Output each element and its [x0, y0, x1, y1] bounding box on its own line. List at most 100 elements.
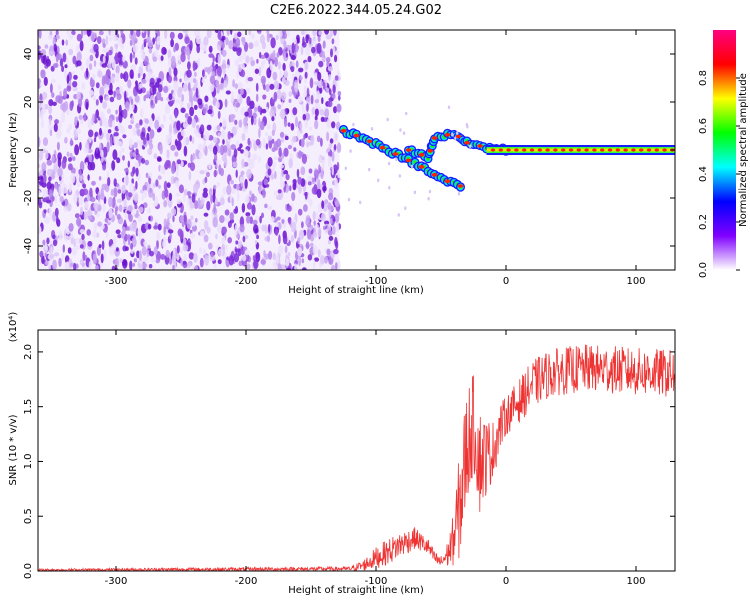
noise-speckle — [282, 234, 288, 245]
noise-speckle — [312, 259, 316, 270]
noise-speckle — [96, 245, 101, 256]
noise-speckle — [280, 101, 284, 107]
noise-speckle — [234, 59, 240, 67]
noise-speckle — [75, 237, 81, 245]
noise-speckle — [156, 231, 161, 241]
steady-tone-peak — [529, 148, 535, 152]
noise-speckle — [178, 184, 184, 194]
noise-speckle — [251, 204, 256, 216]
noise-speckle — [210, 252, 214, 258]
noise-speckle — [298, 150, 302, 159]
noise-speckle — [103, 249, 107, 261]
noise-speckle — [222, 139, 225, 145]
colorbar-tick-label: 0.8 — [698, 70, 709, 86]
noise-speckle — [224, 98, 228, 108]
noise-speckle — [79, 40, 84, 52]
noise-speckle — [122, 60, 128, 69]
noise-speckle — [88, 154, 92, 163]
noise-speckle — [222, 59, 226, 70]
noise-speckle — [164, 103, 171, 115]
noise-speckle — [274, 56, 278, 67]
noise-speckle — [322, 185, 327, 192]
noise-speckle — [101, 63, 108, 68]
noise-speckle — [217, 66, 222, 77]
noise-speckle — [269, 109, 275, 118]
noise-speckle — [317, 79, 323, 89]
noise-speckle — [253, 116, 257, 126]
noise-speckle — [324, 30, 330, 35]
noise-speckle — [147, 223, 152, 230]
noise-speckle — [278, 244, 284, 255]
noise-speckle — [52, 101, 57, 107]
noise-speckle — [266, 106, 269, 113]
noise-speckle — [272, 50, 276, 61]
noise-speckle — [55, 53, 59, 63]
colorbar-tick-label: 0.2 — [698, 214, 709, 230]
noise-speckle — [114, 72, 120, 83]
noise-speckle — [204, 176, 208, 183]
noise-speckle — [193, 252, 198, 263]
noise-speckle — [66, 203, 72, 212]
signal-peak — [427, 149, 434, 153]
faint-speckle — [454, 136, 457, 141]
noise-speckle — [93, 137, 97, 143]
noise-speckle — [101, 38, 106, 45]
x-tick-label: -300 — [105, 276, 128, 287]
noise-speckle — [38, 136, 41, 148]
noise-speckle — [114, 52, 119, 62]
colorbar-bar — [713, 30, 736, 270]
noise-speckle — [337, 260, 341, 270]
noise-speckle — [155, 81, 160, 88]
noise-speckle — [113, 90, 116, 98]
noise-speckle — [209, 188, 213, 196]
noise-speckle — [328, 97, 334, 102]
noise-speckle — [60, 112, 66, 123]
noise-speckle — [199, 170, 205, 175]
noise-speckle — [41, 182, 47, 188]
noise-speckle — [219, 197, 225, 206]
noise-speckle — [79, 169, 82, 178]
noise-speckle — [244, 249, 250, 256]
noise-speckle — [237, 191, 240, 202]
steady-tone-peak — [600, 148, 605, 152]
noise-speckle — [76, 217, 82, 227]
noise-speckle — [73, 262, 77, 270]
faint-speckle — [395, 157, 398, 162]
noise-speckle — [175, 98, 181, 104]
noise-speckle — [136, 209, 139, 216]
noise-speckle — [191, 136, 195, 144]
noise-speckle — [326, 248, 331, 256]
x-tick-label: -200 — [235, 576, 258, 587]
noise-speckle — [143, 136, 147, 145]
noise-speckle — [280, 108, 286, 120]
noise-speckle — [120, 72, 123, 80]
noise-speckle — [137, 73, 141, 79]
signal-peak — [418, 153, 425, 157]
noise-speckle — [191, 193, 196, 203]
noise-speckle — [246, 168, 252, 179]
noise-speckle — [292, 107, 298, 116]
noise-speckle — [115, 109, 118, 115]
noise-speckle — [167, 75, 173, 84]
noise-speckle — [193, 128, 199, 136]
noise-speckle — [141, 78, 147, 85]
noise-speckle — [305, 112, 311, 121]
noise-speckle — [104, 217, 109, 223]
noise-speckle — [252, 153, 258, 161]
noise-speckle — [224, 215, 230, 223]
noise-speckle — [285, 261, 290, 267]
noise-speckle — [306, 141, 309, 148]
noise-speckle — [294, 263, 298, 270]
noise-speckle — [286, 108, 290, 114]
noise-speckle — [192, 152, 195, 161]
steady-tone-peak — [506, 148, 511, 152]
noise-speckle — [115, 229, 121, 235]
noise-speckle — [47, 124, 54, 131]
noise-speckle — [217, 259, 222, 265]
noise-speckle — [64, 101, 69, 111]
noise-speckle — [100, 149, 104, 158]
noise-speckle — [139, 119, 143, 126]
noise-speckle — [256, 234, 260, 240]
noise-speckle — [322, 82, 326, 90]
signal-peak — [392, 152, 399, 156]
